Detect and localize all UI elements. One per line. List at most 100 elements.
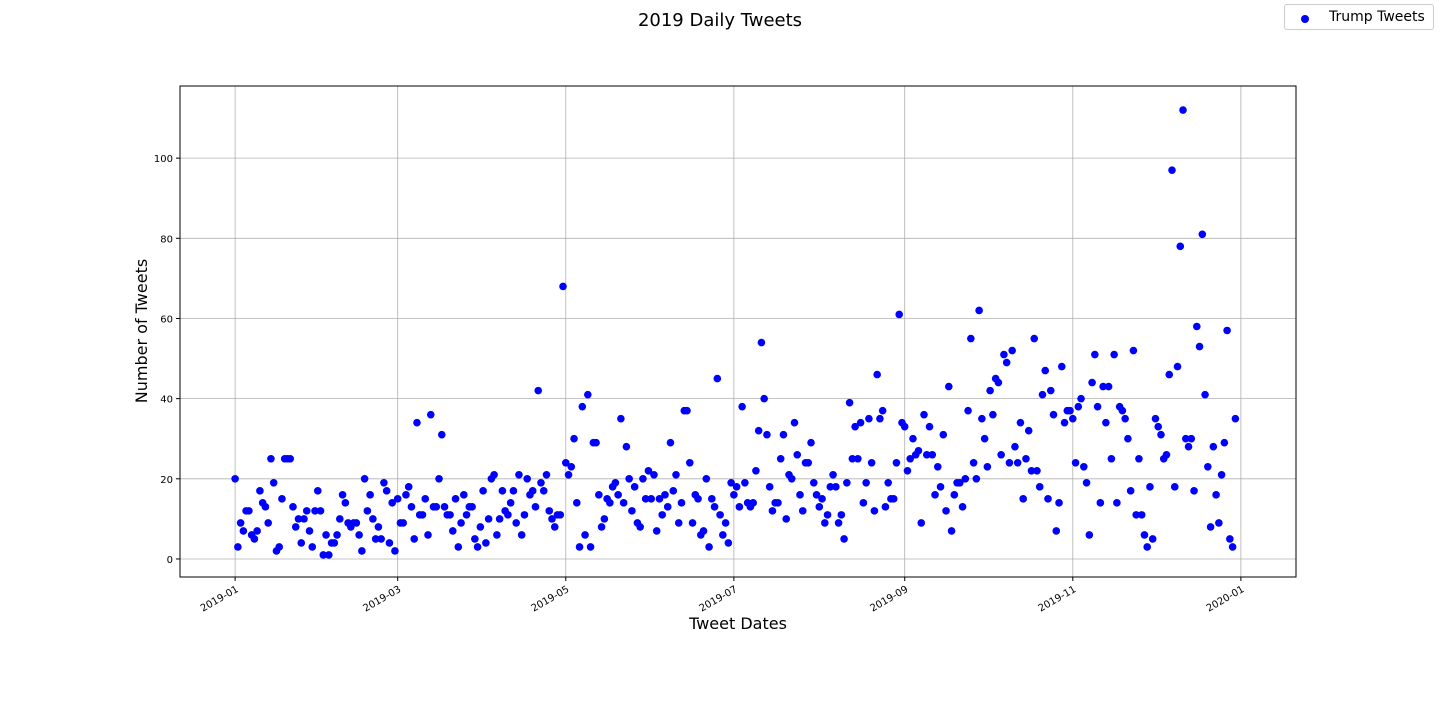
data-point xyxy=(1019,495,1027,503)
data-point xyxy=(512,519,520,527)
data-point xyxy=(1024,426,1033,435)
data-point xyxy=(460,491,468,499)
data-point xyxy=(385,539,394,547)
data-point xyxy=(404,483,413,491)
data-point xyxy=(876,414,884,423)
data-point xyxy=(1113,499,1121,507)
data-point xyxy=(1011,442,1019,451)
data-point xyxy=(410,535,419,543)
data-point xyxy=(859,499,868,507)
data-point xyxy=(542,470,551,479)
data-point xyxy=(377,535,385,543)
data-point xyxy=(922,450,931,459)
data-point xyxy=(432,503,441,511)
data-point xyxy=(567,462,576,471)
data-point xyxy=(1151,414,1160,423)
data-point xyxy=(661,491,669,499)
data-point xyxy=(735,503,744,511)
data-point xyxy=(625,475,633,483)
data-point xyxy=(862,479,870,487)
data-point xyxy=(956,479,964,487)
data-point xyxy=(1055,499,1063,507)
data-point xyxy=(730,491,738,499)
data-point xyxy=(829,470,837,479)
data-point xyxy=(515,470,523,479)
data-point xyxy=(305,527,314,535)
data-point xyxy=(980,434,989,443)
data-point xyxy=(1110,350,1118,359)
data-point xyxy=(556,511,565,519)
data-point xyxy=(468,503,476,511)
data-point xyxy=(622,442,631,451)
data-point xyxy=(581,531,589,539)
data-point xyxy=(1044,495,1052,503)
data-point xyxy=(1002,358,1011,367)
data-point xyxy=(738,402,746,411)
data-point xyxy=(967,334,975,343)
data-point xyxy=(666,438,675,447)
data-point xyxy=(267,454,275,463)
data-point xyxy=(867,458,876,467)
data-point xyxy=(539,487,548,495)
data-point xyxy=(360,475,369,483)
data-point xyxy=(1041,366,1050,375)
data-point xyxy=(606,499,614,507)
data-point xyxy=(983,462,992,471)
data-point xyxy=(275,543,284,551)
data-point xyxy=(564,470,573,479)
data-point xyxy=(578,402,587,411)
data-point xyxy=(1080,462,1088,471)
data-point xyxy=(1129,346,1138,355)
data-point xyxy=(245,507,253,515)
data-point xyxy=(534,386,543,395)
data-point xyxy=(597,523,606,531)
x-axis-ticks: 2019-01 2019-03 2019-05 2019-07 2019-09 2019-… xyxy=(199,577,1246,614)
x-tick-label: 2020-01 xyxy=(1205,584,1247,614)
data-point xyxy=(528,487,537,495)
data-point xyxy=(716,511,724,519)
legend-marker xyxy=(1301,15,1309,23)
y-axis-ticks: 0 20 40 60 80 100 xyxy=(154,154,180,566)
data-point xyxy=(484,515,493,523)
data-point xyxy=(826,483,835,491)
data-point xyxy=(807,438,815,447)
data-point xyxy=(708,495,716,503)
data-point xyxy=(1162,450,1171,459)
data-point xyxy=(371,535,380,543)
data-point xyxy=(261,503,270,511)
data-point xyxy=(1088,378,1096,387)
data-point xyxy=(975,306,983,315)
data-point xyxy=(446,511,454,519)
data-point xyxy=(1179,106,1187,114)
data-point xyxy=(1013,458,1022,467)
data-point xyxy=(1046,386,1055,395)
data-point xyxy=(702,475,711,483)
data-point xyxy=(936,483,945,491)
data-point xyxy=(289,503,297,511)
data-point xyxy=(595,491,603,499)
data-point xyxy=(647,495,655,503)
data-point xyxy=(297,539,306,547)
data-point xyxy=(815,503,824,511)
data-point xyxy=(330,539,339,547)
data-point xyxy=(787,475,796,483)
data-point xyxy=(440,503,449,511)
data-point xyxy=(374,523,383,531)
data-point xyxy=(490,470,498,479)
data-point xyxy=(854,454,862,463)
data-point xyxy=(1066,406,1074,415)
data-point xyxy=(832,483,840,491)
data-point xyxy=(895,310,903,319)
data-point xyxy=(1148,535,1157,543)
data-point xyxy=(641,495,650,503)
data-point xyxy=(548,515,556,523)
data-point xyxy=(457,519,465,527)
data-point xyxy=(823,511,832,519)
data-point xyxy=(1215,519,1223,527)
data-point xyxy=(584,390,592,399)
data-point xyxy=(997,450,1005,459)
data-point xyxy=(917,519,926,527)
x-tick-label: 2019-01 xyxy=(199,584,241,614)
data-point xyxy=(570,434,578,443)
data-point xyxy=(812,491,821,499)
